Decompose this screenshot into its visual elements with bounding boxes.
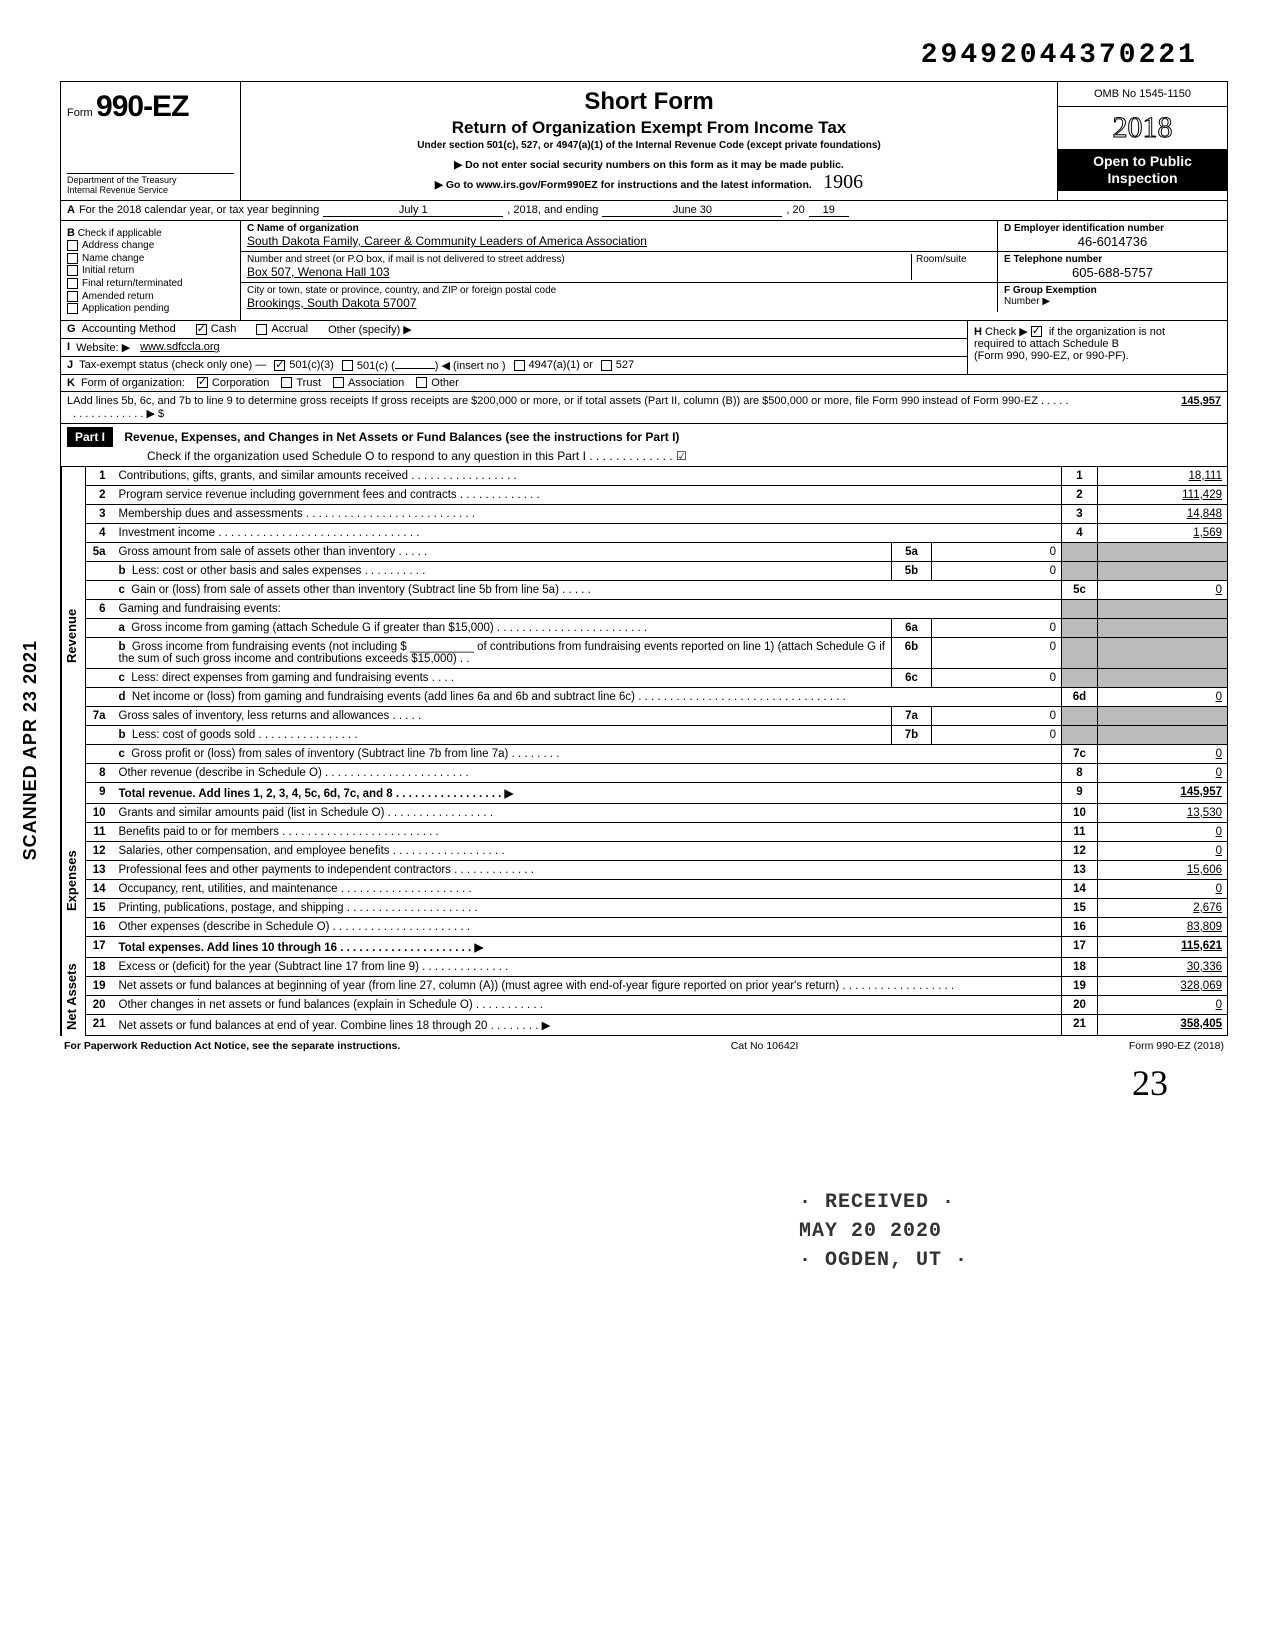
chk-501c[interactable] bbox=[342, 360, 353, 371]
expenses-table: 10Grants and similar amounts paid (list … bbox=[85, 804, 1228, 958]
form-subtitle: Return of Organization Exempt From Incom… bbox=[251, 118, 1047, 138]
chk-assoc[interactable] bbox=[333, 377, 344, 388]
form-title: Short Form bbox=[251, 88, 1047, 116]
revenue-table: 1Contributions, gifts, grants, and simil… bbox=[85, 467, 1228, 804]
tax-year-end[interactable]: June 30 bbox=[602, 204, 782, 217]
part1-title: Revenue, Expenses, and Changes in Net As… bbox=[124, 430, 679, 444]
row-a: A For the 2018 calendar year, or tax yea… bbox=[60, 200, 1228, 220]
expenses-tab: Expenses bbox=[61, 804, 85, 958]
revenue-tab: Revenue bbox=[61, 467, 85, 804]
handwritten-23: 23 bbox=[60, 1062, 1228, 1104]
website: www.sdfccla.org bbox=[140, 341, 219, 353]
chk-final-return[interactable] bbox=[67, 278, 78, 289]
org-city[interactable]: Brookings, South Dakota 57007 bbox=[247, 296, 991, 310]
arrow-ssn: ▶ Do not enter social security numbers o… bbox=[251, 159, 1047, 171]
stamp-id: 29492044370221 bbox=[60, 40, 1228, 71]
chk-trust[interactable] bbox=[281, 377, 292, 388]
page-footer: For Paperwork Reduction Act Notice, see … bbox=[60, 1040, 1228, 1052]
arrow-url: ▶ Go to www.irs.gov/Form990EZ for instru… bbox=[435, 179, 812, 191]
org-name[interactable]: South Dakota Family, Career & Community … bbox=[247, 234, 991, 248]
form-header: Form 990-EZ Department of the Treasury I… bbox=[60, 81, 1228, 200]
received-stamp: · RECEIVED · MAY 20 2020 · OGDEN, UT · bbox=[799, 1185, 968, 1278]
omb-number: OMB No 1545-1150 bbox=[1058, 82, 1227, 107]
section-bcdef: B Check if applicable Address change Nam… bbox=[60, 220, 1228, 320]
handwritten-1906: 1906 bbox=[823, 171, 863, 193]
phone: 605-688-5757 bbox=[1004, 265, 1221, 280]
scanned-stamp: SCANNED APR 23 2021 bbox=[20, 640, 41, 860]
label-city: City or town, state or province, country… bbox=[247, 285, 991, 296]
org-street[interactable]: Box 507, Wenona Hall 103 bbox=[247, 265, 911, 279]
chk-527[interactable] bbox=[601, 360, 612, 371]
chk-501c3[interactable] bbox=[274, 360, 285, 371]
part1-badge: Part I bbox=[67, 427, 113, 447]
chk-corp[interactable] bbox=[197, 377, 208, 388]
chk-address-change[interactable] bbox=[67, 240, 78, 251]
chk-schedule-b[interactable] bbox=[1031, 326, 1042, 337]
row-l-text: Add lines 5b, 6c, and 7b to line 9 to de… bbox=[73, 395, 1071, 420]
chk-other-org[interactable] bbox=[416, 377, 427, 388]
form-number: 990-EZ bbox=[96, 90, 188, 123]
chk-application-pending[interactable] bbox=[67, 303, 78, 314]
tax-year-yy[interactable]: 19 bbox=[809, 204, 849, 217]
dept-irs: Internal Revenue Service bbox=[67, 186, 234, 196]
chk-accrual[interactable] bbox=[256, 324, 267, 335]
label-c: C Name of organization bbox=[247, 223, 991, 234]
netassets-tab: Net Assets bbox=[61, 958, 85, 1036]
label-f2: Number ▶ bbox=[1004, 296, 1221, 307]
chk-amended-return[interactable] bbox=[67, 291, 78, 302]
form-prefix: Form bbox=[67, 107, 93, 119]
tax-year: 2018 bbox=[1058, 107, 1227, 149]
open-public-1: Open to Public bbox=[1062, 153, 1223, 170]
label-e: E Telephone number bbox=[1004, 254, 1221, 265]
label-d: D Employer identification number bbox=[1004, 223, 1221, 234]
gross-receipts: 145,957 bbox=[1071, 395, 1221, 420]
open-public-2: Inspection bbox=[1062, 170, 1223, 187]
part1-check-line: Check if the organization used Schedule … bbox=[67, 449, 1221, 463]
chk-4947[interactable] bbox=[514, 360, 525, 371]
tax-year-begin[interactable]: July 1 bbox=[323, 204, 503, 217]
chk-cash[interactable] bbox=[196, 324, 207, 335]
label-f: F Group Exemption bbox=[1004, 285, 1097, 296]
ein: 46-6014736 bbox=[1004, 234, 1221, 249]
chk-name-change[interactable] bbox=[67, 253, 78, 264]
chk-initial-return[interactable] bbox=[67, 265, 78, 276]
label-street: Number and street (or P.O box, if mail i… bbox=[247, 254, 911, 265]
netassets-table: 18Excess or (deficit) for the year (Subt… bbox=[85, 958, 1228, 1036]
label-room: Room/suite bbox=[911, 254, 991, 280]
form-subtext: Under section 501(c), 527, or 4947(a)(1)… bbox=[251, 140, 1047, 151]
